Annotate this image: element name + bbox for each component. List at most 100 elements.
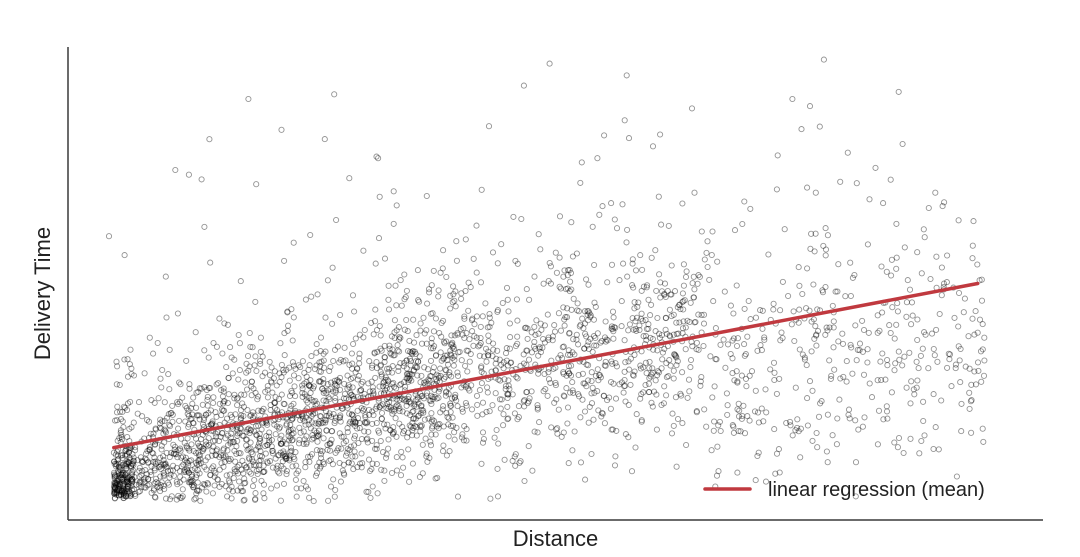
scatter-point [354,393,361,400]
scatter-point [424,300,431,307]
scatter-point [152,426,159,433]
scatter-point [494,307,501,314]
scatter-point [283,422,290,429]
scatter-point [461,334,468,342]
scatter-point [166,454,173,461]
scatter-point [253,181,260,188]
scatter-point [429,310,436,317]
scatter-point [444,413,451,421]
scatter-point [128,472,135,479]
scatter-point [122,471,129,478]
scatter-point [393,327,400,334]
scatter-point [320,435,327,442]
scatter-point [119,487,126,494]
scatter-point [385,296,392,303]
scatter-point [813,332,820,339]
scatter-point [585,338,592,345]
scatter-point [247,412,254,419]
scatter-point [847,292,854,300]
scatter-point [260,405,267,412]
scatter-point [217,433,224,440]
scatter-point [844,149,851,156]
scatter-point [323,413,330,420]
scatter-point [679,325,687,332]
scatter-point [408,377,415,384]
scatter-point [968,429,975,436]
scatter-point [585,362,592,369]
scatter-point [692,318,699,326]
scatter-point [652,377,659,384]
scatter-point [525,356,533,363]
scatter-point [874,329,881,336]
scatter-point [638,287,645,294]
scatter-point [157,454,164,461]
scatter-point [320,350,327,357]
scatter-point [391,406,398,413]
scatter-point [762,478,770,485]
scatter-point [263,419,270,427]
scatter-point [267,406,274,414]
scatter-point [242,379,249,386]
scatter-point [175,425,182,432]
scatter-point [300,428,307,435]
scatter-point [128,462,135,470]
scatter-point [744,333,751,340]
scatter-point [720,336,727,343]
scatter-point [345,459,352,466]
scatter-point [318,358,325,365]
scatter-point [120,492,127,499]
scatter-point [278,126,285,133]
scatter-point [125,460,132,467]
scatter-point [448,395,455,402]
scatter-point [754,409,762,416]
scatter-point [656,271,663,278]
scatter-point [335,378,342,385]
scatter-point [225,375,232,382]
scatter-point [795,319,802,326]
scatter-point [815,413,823,420]
scatter-point [588,400,596,407]
scatter-point [806,378,814,385]
scatter-point [573,336,580,343]
scatter-point [151,465,158,472]
scatter-point [188,473,195,480]
scatter-point [327,483,335,490]
scatter-point [220,385,227,392]
scatter-point [438,319,445,327]
scatter-point [334,377,341,384]
scatter-point [796,306,803,313]
scatter-point [411,402,418,409]
scatter-point [169,411,176,418]
scatter-point [286,455,293,462]
scatter-point [593,342,600,349]
scatter-point [113,358,120,365]
scatter-point [259,373,266,380]
scatter-point [371,349,378,356]
scatter-point [562,314,569,321]
scatter-point [186,479,194,486]
scatter-point [918,437,925,445]
scatter-point [581,320,589,327]
scatter-point [462,399,469,407]
scatter-point [290,372,298,379]
scatter-point [117,491,125,498]
scatter-point [376,404,383,411]
scatter-point [346,384,353,391]
scatter-point [332,382,339,389]
scatter-point [173,464,180,471]
scatter-point [761,334,768,341]
scatter-point [524,347,531,354]
scatter-point [589,384,596,391]
scatter-point [407,371,414,378]
scatter-point [421,364,428,371]
scatter-point [123,465,130,472]
scatter-point [514,333,521,340]
scatter-point [157,375,164,382]
scatter-point [147,430,154,437]
scatter-point [184,459,192,467]
scatter-point [273,406,281,414]
scatter-point [197,497,204,504]
scatter-point [853,180,860,187]
scatter-point [484,384,491,391]
scatter-point [170,441,177,448]
